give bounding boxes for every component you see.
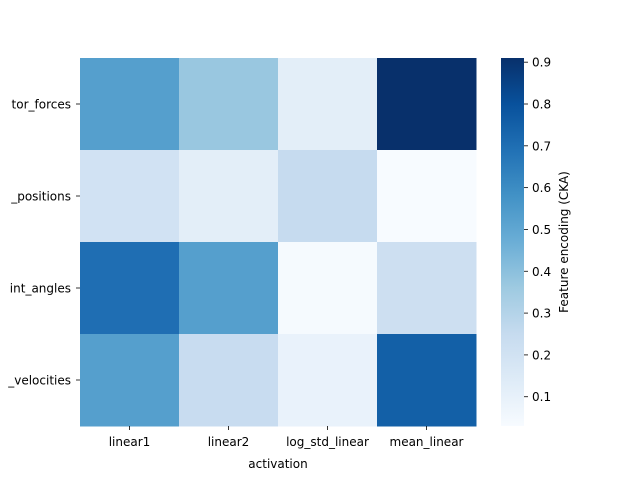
heatmap-cell-body_positions-mean_linear (377, 150, 477, 243)
heatmap-cell-body_positions-linear2 (179, 150, 279, 243)
y-tick-label: _velocities (7, 374, 71, 388)
colorbar-tick-label: 0.1 (532, 390, 551, 404)
heatmap-cell-joint_angles-log_std_linear (278, 242, 378, 335)
colorbar-tick-label: 0.4 (532, 265, 551, 279)
colorbar-label: Feature encoding (CKA) (557, 171, 571, 313)
colorbar-tick-label: 0.2 (532, 348, 551, 362)
heatmap-cell-joint_velocities-log_std_linear (278, 334, 378, 427)
x-tick-label: linear2 (208, 435, 250, 449)
heatmap-cell-actuator_forces-log_std_linear (278, 58, 378, 151)
heatmap-cell-joint_angles-linear1 (80, 242, 180, 335)
colorbar-axis: 0.1 0.2 0.3 0.4 0.5 0.6 0.7 0.8 0.9 (524, 56, 551, 404)
colorbar (501, 58, 524, 426)
colorbar-tick-label: 0.3 (532, 307, 551, 321)
y-tick-label: tor_forces (12, 98, 71, 112)
heatmap-cell-body_positions-linear1 (80, 150, 180, 243)
heatmap-cells (80, 58, 477, 427)
colorbar-tick-label: 0.8 (532, 98, 551, 112)
colorbar-tick-label: 0.5 (532, 223, 551, 237)
colorbar-tick-label: 0.7 (532, 139, 551, 153)
x-axis: linear1 linear2 log_std_linear mean_linear (109, 426, 464, 449)
colorbar-tick-label: 0.9 (532, 56, 551, 70)
heatmap-cell-actuator_forces-mean_linear (377, 58, 477, 151)
heatmap-cell-joint_velocities-linear1 (80, 334, 180, 427)
heatmap-cell-joint_velocities-mean_linear (377, 334, 477, 427)
y-axis: tor_forces _positions int_angles _velocitie… (7, 98, 80, 388)
heatmap-cell-actuator_forces-linear1 (80, 58, 180, 151)
y-tick-label: _positions (10, 190, 71, 204)
colorbar-tick-label: 0.6 (532, 181, 551, 195)
y-tick-label: int_angles (10, 282, 71, 296)
heatmap-cell-body_positions-log_std_linear (278, 150, 378, 243)
heatmap-cell-joint_velocities-linear2 (179, 334, 279, 427)
heatmap-cell-joint_angles-linear2 (179, 242, 279, 335)
x-tick-label: mean_linear (390, 435, 464, 449)
heatmap-cell-actuator_forces-linear2 (179, 58, 279, 151)
x-tick-label: log_std_linear (286, 435, 369, 449)
heatmap-cell-joint_angles-mean_linear (377, 242, 477, 335)
x-tick-label: linear1 (109, 435, 151, 449)
x-axis-label: activation (248, 457, 307, 471)
